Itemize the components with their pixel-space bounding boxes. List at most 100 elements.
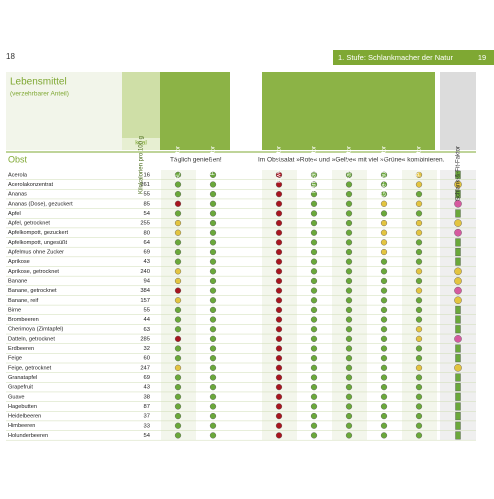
rating-dot bbox=[415, 277, 423, 285]
rating-dot bbox=[209, 364, 217, 371]
rating-dot bbox=[275, 277, 283, 285]
food-name: Banane, reif bbox=[8, 298, 39, 304]
rating-dot bbox=[345, 219, 353, 227]
rating-dot bbox=[209, 171, 217, 178]
rating-dot bbox=[380, 364, 388, 371]
rating-dot bbox=[380, 432, 388, 439]
rating-dot bbox=[380, 412, 388, 420]
rating-dot bbox=[209, 345, 217, 352]
rating-dot bbox=[174, 239, 182, 246]
rating-dot bbox=[345, 403, 353, 410]
kcal-value: 240 bbox=[140, 269, 150, 275]
rating-dot bbox=[209, 326, 217, 333]
rating-dot bbox=[380, 219, 388, 227]
kcal-value: 33 bbox=[144, 423, 150, 429]
food-name: Guave bbox=[8, 394, 24, 400]
rating-dot bbox=[310, 326, 318, 333]
fit-icon bbox=[454, 228, 462, 237]
food-name: Feige, getrocknet bbox=[8, 365, 52, 371]
rating-dot bbox=[345, 422, 353, 429]
kcal-value: 54 bbox=[144, 433, 151, 439]
food-name: Aprikose, getrocknet bbox=[8, 269, 59, 275]
fit-icon bbox=[455, 315, 461, 324]
food-name: Cherimoya (Zimtapfel) bbox=[8, 327, 63, 333]
rating-dot bbox=[380, 335, 388, 342]
fit-icon bbox=[455, 190, 461, 199]
kcal-value: 255 bbox=[140, 221, 150, 227]
rating-dot bbox=[310, 181, 318, 188]
rating-dot bbox=[174, 345, 182, 352]
rating-dot bbox=[310, 355, 318, 362]
fit-icon bbox=[455, 373, 461, 382]
rating-dot bbox=[174, 335, 182, 342]
rating-dot bbox=[310, 191, 318, 198]
rating-dot bbox=[345, 412, 353, 420]
rating-dot bbox=[174, 171, 182, 178]
rating-dot bbox=[310, 412, 318, 420]
fit-icon bbox=[455, 421, 461, 430]
rating-dot bbox=[275, 248, 283, 256]
fit-icon bbox=[455, 170, 461, 179]
kcal-value: 32 bbox=[144, 346, 150, 352]
rating-dot bbox=[275, 355, 283, 362]
rating-dot bbox=[209, 403, 217, 410]
rating-dot bbox=[380, 355, 388, 362]
rating-dot bbox=[415, 268, 423, 275]
rating-dot bbox=[345, 277, 353, 285]
rating-dot bbox=[275, 239, 283, 246]
rating-dot bbox=[209, 277, 217, 285]
rating-dot bbox=[174, 191, 182, 198]
rating-dot bbox=[209, 355, 217, 362]
rating-dot bbox=[209, 229, 217, 236]
food-name: Aprikose bbox=[8, 259, 30, 265]
rating-dot bbox=[345, 248, 353, 256]
rating-dot bbox=[174, 403, 182, 410]
rating-dot bbox=[174, 219, 182, 227]
rating-dot bbox=[415, 258, 423, 265]
fit-icon bbox=[455, 305, 461, 314]
rating-dot bbox=[209, 412, 217, 420]
rating-dot bbox=[345, 191, 353, 198]
fit-icon bbox=[454, 267, 462, 276]
rating-dot bbox=[415, 306, 423, 314]
rating-dot bbox=[310, 258, 318, 265]
rating-dot bbox=[380, 326, 388, 333]
fit-icon bbox=[455, 325, 461, 334]
food-name: Datteln, getrocknet bbox=[8, 336, 55, 342]
rating-dot bbox=[415, 248, 423, 256]
rating-dot bbox=[345, 229, 353, 236]
rating-dot bbox=[345, 287, 353, 294]
food-name: Apfel, getrocknet bbox=[8, 221, 50, 227]
rating-dot bbox=[209, 200, 217, 207]
rating-dot bbox=[345, 306, 353, 314]
rating-dot bbox=[174, 326, 182, 333]
rating-dot bbox=[345, 239, 353, 246]
rating-dot bbox=[275, 229, 283, 236]
food-name: Grapefruit bbox=[8, 385, 33, 391]
food-name: Apfelkompott, ungesüßt bbox=[8, 240, 68, 246]
rating-dot bbox=[415, 181, 423, 188]
kcal-value: 94 bbox=[144, 279, 151, 285]
food-name: Brombeeren bbox=[8, 317, 39, 323]
rating-dot bbox=[275, 364, 283, 371]
fit-icon bbox=[454, 335, 462, 343]
rating-dot bbox=[415, 287, 423, 294]
rating-dot bbox=[310, 316, 318, 323]
kcal-value: 157 bbox=[140, 298, 150, 304]
rating-dot bbox=[209, 384, 217, 391]
rating-dot bbox=[345, 268, 353, 275]
kcal-value: 44 bbox=[144, 317, 151, 323]
rating-dot bbox=[310, 210, 318, 217]
rating-dot bbox=[415, 191, 423, 198]
rating-dot bbox=[415, 219, 423, 227]
rating-dot bbox=[310, 374, 318, 381]
rating-dot bbox=[310, 393, 318, 400]
column-header: Harnsäure-Faktor bbox=[312, 146, 318, 193]
rating-dot bbox=[415, 297, 423, 304]
rating-dot bbox=[310, 200, 318, 207]
rating-dot bbox=[275, 200, 283, 207]
page-number: 18 bbox=[6, 52, 15, 61]
rating-dot bbox=[275, 335, 283, 342]
rating-dot bbox=[209, 306, 217, 314]
column-header: GLYX-Faktor bbox=[176, 146, 182, 181]
